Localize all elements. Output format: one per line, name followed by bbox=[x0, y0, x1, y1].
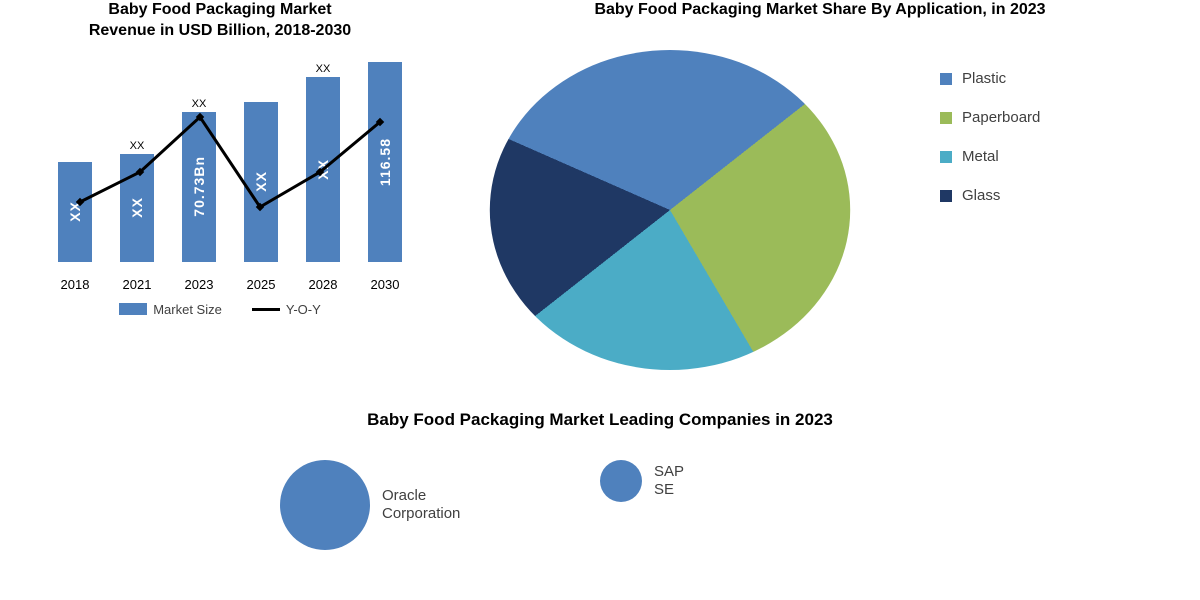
company-bubble bbox=[280, 460, 370, 550]
bar-column: XX XX bbox=[112, 140, 162, 262]
pie-chart-title: Baby Food Packaging Market Share By Appl… bbox=[440, 0, 1200, 21]
bar-chart-title: Baby Food Packaging Market Revenue in US… bbox=[80, 0, 360, 42]
bar-value-label: XX bbox=[253, 171, 269, 192]
pie-wrap bbox=[500, 50, 880, 370]
legend-yoy: Y-O-Y bbox=[252, 302, 321, 317]
bar: XX bbox=[306, 77, 340, 262]
pie-legend-label: Paperboard bbox=[962, 109, 1040, 126]
bar-value-label: 70.73Bn bbox=[191, 156, 207, 217]
pie-legend-item: Metal bbox=[940, 148, 1040, 165]
bar-chart-legend: Market Size Y-O-Y bbox=[20, 302, 420, 317]
legend-bar-swatch bbox=[119, 303, 147, 315]
pie-chart-section: Baby Food Packaging Market Share By Appl… bbox=[440, 0, 1200, 400]
bar-chart-section: Baby Food Packaging Market Revenue in US… bbox=[0, 0, 440, 400]
company-label: OracleCorporation bbox=[382, 487, 460, 523]
legend-bar-label: Market Size bbox=[153, 302, 222, 317]
x-tick-label: 2018 bbox=[50, 277, 100, 292]
bar-value-label: XX bbox=[129, 197, 145, 218]
pie-legend-label: Plastic bbox=[962, 70, 1006, 87]
x-axis-labels: 2018 2021 2023 2025 2028 2030 bbox=[50, 277, 410, 292]
top-row: Baby Food Packaging Market Revenue in US… bbox=[0, 0, 1200, 400]
legend-line-label: Y-O-Y bbox=[286, 302, 321, 317]
x-tick-label: 2030 bbox=[360, 277, 410, 292]
company-bubble-group: SAPSE bbox=[600, 460, 684, 502]
bar: 70.73Bn bbox=[182, 112, 216, 262]
bar-top-label: XX bbox=[192, 98, 207, 110]
company-bubble bbox=[600, 460, 642, 502]
company-label: SAPSE bbox=[654, 463, 684, 499]
bar: XX bbox=[120, 154, 154, 262]
companies-title: Baby Food Packaging Market Leading Compa… bbox=[40, 410, 1160, 430]
pie-legend-item: Plastic bbox=[940, 70, 1040, 87]
x-tick-label: 2023 bbox=[174, 277, 224, 292]
pie-legend-swatch bbox=[940, 73, 952, 85]
company-bubbles: OracleCorporation SAPSE bbox=[40, 460, 1160, 580]
bar-value-label: XX bbox=[315, 159, 331, 180]
pie-legend-item: Glass bbox=[940, 187, 1040, 204]
bar-column: 116.58 bbox=[360, 60, 410, 262]
bar: 116.58 bbox=[368, 62, 402, 262]
bar: XX bbox=[244, 102, 278, 262]
legend-line-swatch bbox=[252, 308, 280, 311]
pie-legend-swatch bbox=[940, 190, 952, 202]
bars-container: XX XX XX XX 70.73Bn XX XX XX 116.58 bbox=[50, 62, 410, 262]
x-tick-label: 2025 bbox=[236, 277, 286, 292]
companies-section: Baby Food Packaging Market Leading Compa… bbox=[0, 400, 1200, 590]
pie-legend: Plastic Paperboard Metal Glass bbox=[940, 70, 1040, 400]
pie-chart bbox=[490, 50, 850, 370]
pie-legend-item: Paperboard bbox=[940, 109, 1040, 126]
legend-market-size: Market Size bbox=[119, 302, 222, 317]
company-bubble-group: OracleCorporation bbox=[280, 460, 460, 550]
pie-legend-swatch bbox=[940, 112, 952, 124]
bar-value-label: 116.58 bbox=[377, 138, 393, 186]
pie-legend-label: Glass bbox=[962, 187, 1000, 204]
bar-column: XX bbox=[236, 100, 286, 262]
bar-column: XX bbox=[50, 160, 100, 262]
pie-legend-swatch bbox=[940, 151, 952, 163]
bar-column: XX XX bbox=[298, 63, 348, 262]
x-tick-label: 2021 bbox=[112, 277, 162, 292]
bar-chart-plot: XX XX XX XX 70.73Bn XX XX XX 116.58 2018 2021 2023… bbox=[30, 52, 410, 292]
bar-top-label: XX bbox=[130, 140, 145, 152]
x-tick-label: 2028 bbox=[298, 277, 348, 292]
pie-legend-label: Metal bbox=[962, 148, 999, 165]
bar-value-label: XX bbox=[67, 201, 83, 222]
bar-top-label: XX bbox=[316, 63, 331, 75]
bar-column: XX 70.73Bn bbox=[174, 98, 224, 262]
bar: XX bbox=[58, 162, 92, 262]
